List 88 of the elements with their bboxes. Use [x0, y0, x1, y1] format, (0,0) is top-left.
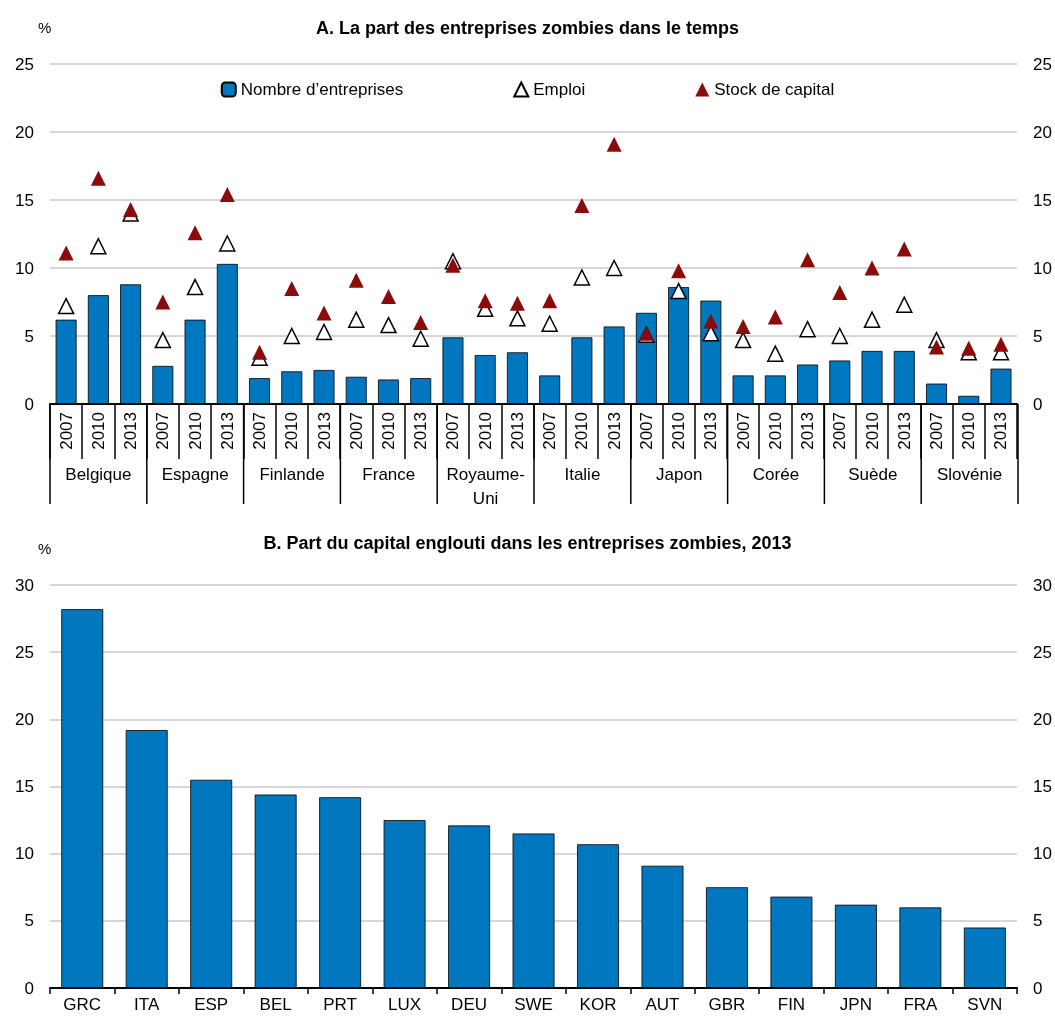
y-tick-label: 25: [15, 54, 34, 74]
text: Belgique: [65, 464, 132, 484]
x-tick-label: 2010: [572, 412, 592, 450]
x-tick-label: 2007: [733, 412, 753, 450]
y2-tick-label: 0: [1033, 978, 1043, 998]
y2-tick-label: 20: [1033, 122, 1053, 142]
x-tick-label: LUX: [388, 995, 422, 1014]
y-tick-label: 5: [24, 911, 34, 931]
chart-title: B. Part du capital englouti dans les entreprises zombies, 2013: [263, 533, 792, 553]
x-tick-label: 2013: [314, 412, 334, 450]
y2-tick-label: 30: [1033, 575, 1053, 595]
legend-label: Stock de capital: [714, 80, 835, 99]
x-tick-label: 2013: [894, 412, 914, 450]
x-tick-label: 2010: [282, 412, 302, 450]
x-tick-label: FRA: [903, 995, 939, 1014]
x-tick-label: ESP: [194, 995, 229, 1014]
y2-tick-label: 15: [1033, 777, 1053, 796]
x-tick-label: 2007: [56, 412, 76, 450]
x-tick-label: 2007: [250, 412, 270, 450]
y-tick-label: 0: [24, 978, 34, 998]
x-tick-label: 2013: [701, 412, 721, 450]
x-tick-label: 2013: [121, 412, 141, 450]
y-axis-title: %: [38, 19, 52, 36]
x-tick-label: JPN: [839, 995, 872, 1014]
x-tick-label: 2010: [765, 412, 785, 450]
x-tick-label: SVN: [967, 995, 1003, 1014]
legend-label: Nombre d’entreprises: [240, 80, 404, 99]
text: Espagne: [161, 464, 229, 484]
x-tick-label: 2010: [669, 412, 689, 450]
x-tick-label: ITA: [134, 995, 160, 1014]
text: Suède: [848, 464, 898, 484]
x-tick-label: 2007: [636, 412, 656, 450]
x-tick-label: 2010: [959, 412, 979, 450]
x-tick-label: 2013: [991, 412, 1011, 450]
y-tick-label: 10: [15, 844, 34, 864]
x-tick-label: 2010: [475, 412, 495, 450]
x-tick-label: 2010: [378, 412, 398, 450]
y2-tick-label: 20: [1033, 709, 1053, 729]
x-tick-label: 2010: [862, 412, 882, 450]
x-tick-label: AUT: [645, 995, 680, 1014]
text: Corée: [752, 464, 800, 484]
x-tick-label: 2013: [411, 412, 431, 450]
y-tick-label: 20: [15, 122, 34, 142]
y-tick-label: 30: [15, 575, 34, 595]
x-tick-label: 2007: [927, 412, 946, 450]
text: Royaume-Uni: [446, 464, 525, 508]
x-tick-label: KOR: [579, 995, 617, 1014]
x-tick-label: 2010: [88, 412, 108, 450]
y-tick-label: 10: [15, 258, 34, 278]
legend-label: Emploi: [533, 80, 586, 99]
x-tick-label: 2013: [604, 412, 624, 450]
y2-tick-label: 15: [1033, 190, 1053, 210]
x-tick-label: GBR: [708, 995, 746, 1014]
x-tick-label: 2007: [540, 412, 560, 450]
y2-tick-label: 10: [1033, 258, 1053, 278]
x-tick-label: 2013: [217, 412, 237, 450]
y2-tick-label: 10: [1033, 844, 1053, 864]
y2-tick-label: 5: [1033, 911, 1043, 931]
y-axis-title: %: [38, 540, 52, 557]
text: Italie: [564, 464, 601, 484]
text: Slovénie: [936, 464, 1003, 484]
x-tick-label: GRC: [63, 995, 102, 1014]
text: Japon: [656, 464, 703, 484]
x-tick-label: SWE: [514, 995, 553, 1014]
x-tick-label: 2007: [153, 412, 173, 450]
x-tick-label: DEU: [451, 995, 488, 1014]
y-tick-label: 25: [15, 642, 34, 662]
x-tick-label: BEL: [259, 995, 292, 1014]
y2-tick-label: 5: [1033, 326, 1043, 346]
text: Finlande: [259, 464, 325, 484]
x-tick-label: 2013: [798, 412, 818, 450]
y-tick-label: 15: [15, 190, 34, 210]
x-tick-label: 2013: [507, 412, 527, 450]
x-tick-label: 2010: [185, 412, 205, 450]
y2-tick-label: 25: [1033, 54, 1053, 74]
y2-tick-label: 0: [1033, 394, 1043, 414]
text: France: [362, 464, 416, 484]
chart-title: A. La part des entreprises zombies dans le temps: [315, 18, 740, 38]
y-tick-label: 20: [15, 709, 34, 729]
x-tick-label: 2007: [346, 412, 366, 450]
x-tick-label: 2007: [830, 412, 850, 450]
x-tick-label: 2007: [443, 412, 463, 450]
y2-tick-label: 25: [1033, 642, 1053, 662]
x-tick-label: FIN: [777, 995, 806, 1014]
y-tick-label: 15: [15, 777, 34, 796]
y-tick-label: 0: [24, 394, 34, 414]
x-tick-label: PRT: [323, 995, 357, 1014]
y-tick-label: 5: [24, 326, 34, 346]
